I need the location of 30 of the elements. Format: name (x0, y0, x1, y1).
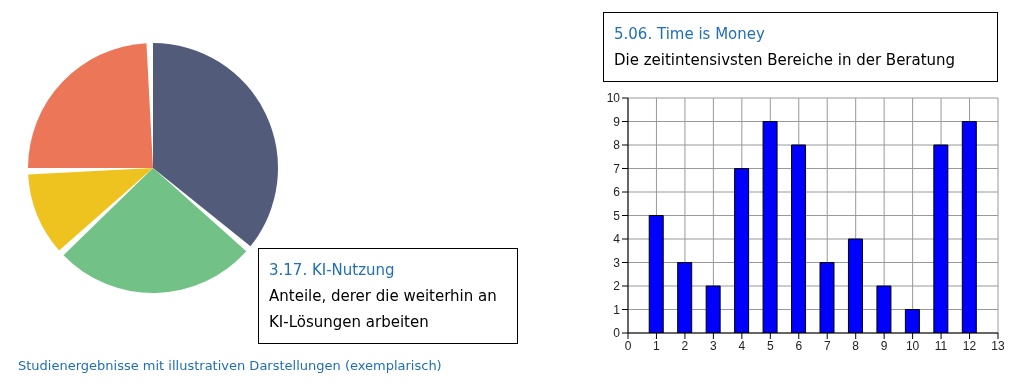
x-tick-label: 13 (991, 338, 1005, 353)
x-tick-label: 4 (738, 338, 746, 353)
y-tick-label: 8 (613, 138, 621, 153)
text: Studienergebnisse mit illustrativen Darstellungen (exemplarisch) (18, 358, 442, 373)
chart-title: 5.06. Time is Money (614, 24, 766, 45)
y-tick-label: 3 (613, 255, 621, 270)
x-tick-label: 6 (795, 338, 803, 353)
x-tick-label: 5 (766, 338, 774, 353)
x-tick-label: 11 (934, 338, 948, 353)
y-tick-label: 1 (613, 302, 621, 317)
x-tick-label: 1 (653, 338, 661, 353)
x-tick-label: 12 (962, 338, 977, 353)
y-tick-label: 2 (613, 279, 621, 294)
chart-subtitle: Die zeitintensivsten Bereiche in der Beratung (614, 50, 957, 71)
y-tick-label: 4 (613, 232, 621, 247)
x-tick-label: 9 (880, 338, 888, 353)
y-tick-label: 0 (613, 326, 621, 341)
x-tick-label: 3 (710, 338, 718, 353)
x-tick-label: 0 (624, 338, 632, 353)
y-tick-label: 9 (613, 114, 621, 129)
y-tick-label: 5 (613, 208, 621, 223)
y-tick-label: 7 (613, 161, 621, 176)
y-tick-label: 6 (613, 185, 621, 200)
x-tick-label: 10 (905, 338, 920, 353)
x-tick-label: 7 (823, 338, 831, 353)
y-tick-label: 10 (606, 91, 621, 106)
text: 3.17. KI-Nutzung (269, 260, 396, 281)
text: Anteile, derer die weiterhin an KI-Lösungen arbeiten (269, 286, 498, 333)
x-tick-label: 8 (852, 338, 860, 353)
x-tick-label: 2 (681, 338, 689, 353)
